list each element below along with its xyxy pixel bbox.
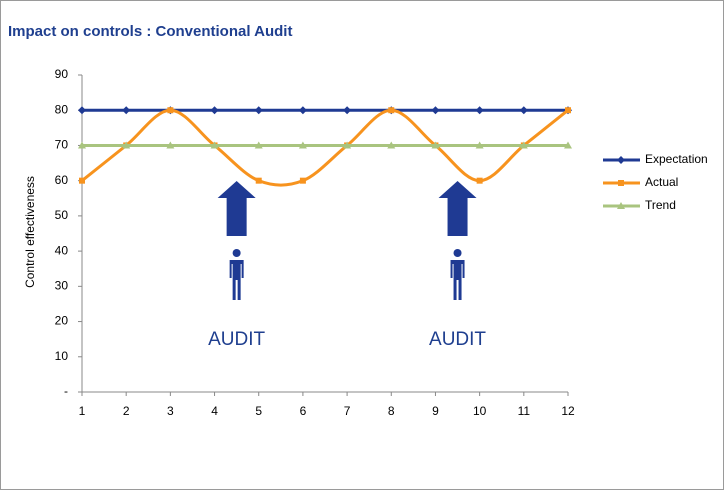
series-line [81,108,569,187]
y-tick-label: 10 [55,349,69,363]
x-tick-label: 3 [167,404,174,418]
y-tick-label: 40 [55,243,69,257]
x-tick-label: 12 [561,404,575,418]
legend-label: Trend [645,198,676,212]
annotation: AUDIT [429,329,486,350]
marker [564,141,572,149]
marker [79,177,85,184]
marker [210,106,219,115]
legend-label: Actual [645,175,678,189]
y-tick-label: 30 [55,279,69,293]
marker [254,106,263,115]
legend-marker [618,180,624,186]
marker [475,106,484,115]
marker [519,106,528,115]
marker [255,177,262,184]
x-tick-label: 6 [300,404,307,418]
legend-marker [617,156,625,164]
x-tick-label: 10 [473,404,487,418]
y-tick-label: - [64,384,68,398]
marker [475,141,484,149]
marker [167,107,174,114]
person-head [232,249,241,257]
x-tick-label: 1 [79,404,86,418]
marker [254,141,263,149]
marker [166,141,175,149]
person-body [450,260,465,300]
marker [298,106,307,115]
legend-marker [617,202,625,209]
marker [210,141,219,149]
marker [298,141,307,149]
x-tick-label: 7 [344,404,351,418]
y-tick-label: 90 [55,67,69,81]
arrow [217,181,256,236]
x-tick-label: 8 [388,404,395,418]
y-tick-label: 80 [55,102,69,116]
x-tick-label: 5 [255,404,262,418]
marker [299,177,306,184]
marker [387,141,396,149]
person-body [229,260,244,300]
marker [476,177,483,184]
legend-label: Expectation [645,152,708,166]
x-tick-label: 9 [432,404,439,418]
marker [565,107,571,114]
marker [122,141,131,149]
marker [78,141,86,149]
marker [343,106,352,115]
x-tick-label: 2 [123,404,130,418]
marker [519,141,528,149]
annotation: AUDIT [208,329,265,350]
x-tick-label: 4 [211,404,218,418]
arrow [438,181,477,236]
y-tick-label: 70 [55,138,69,152]
x-tick-label: 11 [518,404,531,418]
audit-icons [217,181,477,300]
marker [431,141,440,149]
marker [122,106,131,115]
chart-title: Impact on controls : Conventional Audit [8,23,292,40]
marker [431,106,440,115]
marker [388,107,395,114]
marker [78,106,86,115]
y-tick-label: 20 [55,314,69,328]
person-head [453,249,462,257]
y-axis-label: Control effectiveness [23,176,37,288]
marker [343,141,352,149]
y-tick-label: 50 [55,208,69,222]
y-tick-label: 60 [55,173,69,187]
